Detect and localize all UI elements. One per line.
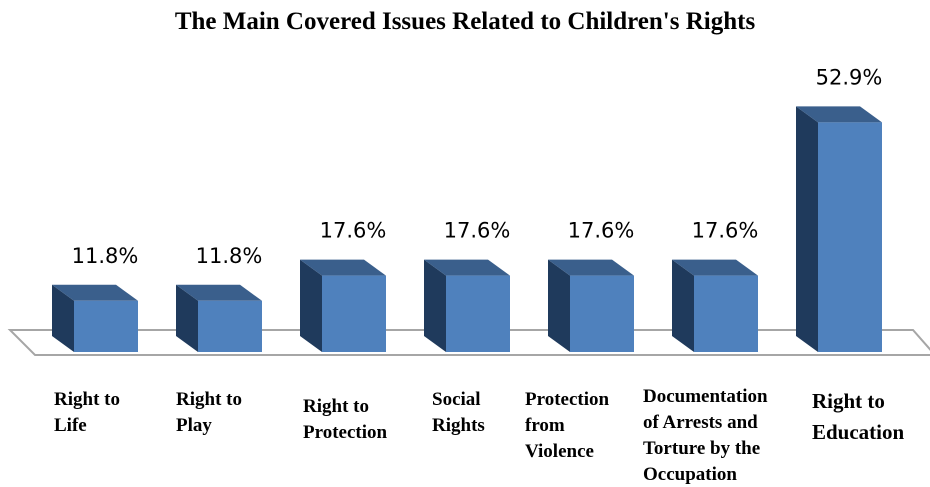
bar — [796, 106, 882, 352]
category-label: Right to Life — [54, 389, 120, 436]
bar-top-face — [176, 284, 262, 301]
bar-front-face — [74, 300, 138, 352]
category-labels-group: Right to Life Right to Play Right to Protecti… — [54, 386, 905, 485]
category-label: Documentation of Arrests and Torture by th… — [643, 386, 768, 485]
bar-side-face — [548, 259, 570, 352]
bar-side-face — [796, 106, 818, 352]
category-label-line: Documentation — [643, 386, 768, 407]
bar-value-label: 17.6% — [444, 219, 511, 243]
category-label-line: of Arrests and — [643, 412, 758, 433]
value-labels-group: 11.8% 11.8% 17.6% 17.6% 17.6% 17.6% 52.9% — [72, 65, 883, 267]
category-label: Right to Play — [176, 389, 242, 436]
bar-side-face — [424, 259, 446, 352]
bar-top-face — [672, 259, 758, 276]
bar-side-face — [300, 259, 322, 352]
bar — [672, 259, 758, 352]
bar — [424, 259, 510, 352]
bar-value-label: 11.8% — [196, 244, 263, 268]
category-label-line: Right to — [54, 389, 120, 410]
category-label-line: Violence — [525, 441, 594, 462]
category-label-line: Social — [432, 389, 481, 410]
bar-top-face — [424, 259, 510, 276]
bar-value-label: 52.9% — [816, 65, 883, 89]
bars-group — [52, 106, 882, 352]
bar-value-label: 17.6% — [692, 219, 759, 243]
bar-front-face — [570, 275, 634, 352]
category-label-line: Torture by the — [643, 438, 760, 459]
category-label-line: from — [525, 415, 565, 436]
category-label-line: Rights — [432, 415, 485, 436]
chart-title: The Main Covered Issues Related to Child… — [174, 8, 756, 35]
category-label: Right to Education — [812, 389, 905, 444]
bar-front-face — [198, 300, 262, 352]
bar-value-label: 11.8% — [72, 244, 139, 268]
category-label: Right to Protection — [303, 396, 387, 443]
category-label-line: Education — [812, 420, 905, 444]
bar-front-face — [818, 122, 882, 352]
bar-top-face — [52, 284, 138, 301]
category-label: Social Rights — [432, 389, 485, 436]
bar-top-face — [548, 259, 634, 276]
bar-front-face — [446, 275, 510, 352]
category-label-line: Protection — [303, 422, 387, 443]
bar-side-face — [176, 284, 198, 352]
bar — [52, 284, 138, 352]
bar — [176, 284, 262, 352]
bar-front-face — [694, 275, 758, 352]
bar-value-label: 17.6% — [568, 219, 635, 243]
bar-side-face — [52, 284, 74, 352]
category-label-line: Right to — [812, 389, 885, 413]
bar — [300, 259, 386, 352]
category-label-line: Right to — [303, 396, 369, 417]
category-label-line: Life — [54, 415, 87, 436]
category-label: Protection from Violence — [525, 389, 609, 462]
bar-side-face — [672, 259, 694, 352]
category-label-line: Play — [176, 415, 212, 436]
bar-top-face — [300, 259, 386, 276]
category-label-line: Occupation — [643, 464, 737, 485]
bar-top-face — [796, 106, 882, 123]
category-label-line: Protection — [525, 389, 609, 410]
bar-front-face — [322, 275, 386, 352]
bar-value-label: 17.6% — [320, 219, 387, 243]
bar — [548, 259, 634, 352]
category-label-line: Right to — [176, 389, 242, 410]
